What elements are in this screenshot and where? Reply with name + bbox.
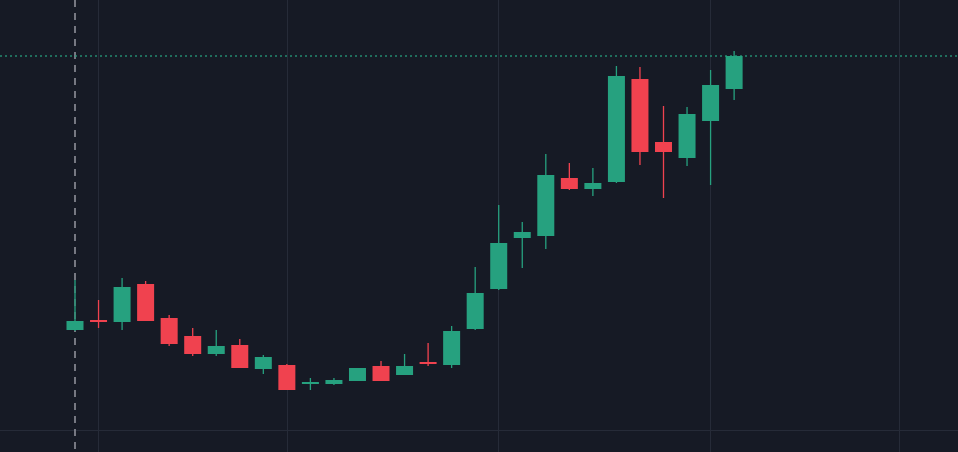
candle-body — [348, 368, 366, 381]
candle-body — [607, 76, 625, 182]
candle-body — [113, 287, 131, 322]
candle-body — [207, 346, 225, 354]
candle-body — [513, 232, 531, 238]
candle-body — [443, 331, 461, 365]
candle-body — [631, 79, 649, 152]
candle-body — [160, 318, 178, 344]
candle-body — [325, 380, 343, 384]
candle-body — [254, 357, 272, 369]
candle-body — [655, 142, 672, 152]
candle-body — [419, 362, 437, 364]
candle-body — [702, 85, 720, 121]
candle-body — [678, 114, 696, 158]
candle-body — [725, 56, 743, 89]
candle-body — [137, 284, 155, 321]
candle-body — [560, 178, 578, 189]
candle-body — [184, 336, 202, 354]
candle-body — [490, 243, 508, 289]
candle-body — [584, 183, 602, 189]
candle-body — [90, 320, 108, 322]
candle-body — [466, 293, 484, 329]
candle-body — [301, 382, 319, 384]
candle-body — [278, 365, 296, 390]
candle-body — [537, 175, 555, 236]
candle-body — [66, 321, 84, 330]
candle-body — [396, 366, 414, 375]
candle-body — [231, 345, 249, 368]
candle-body — [372, 366, 390, 381]
